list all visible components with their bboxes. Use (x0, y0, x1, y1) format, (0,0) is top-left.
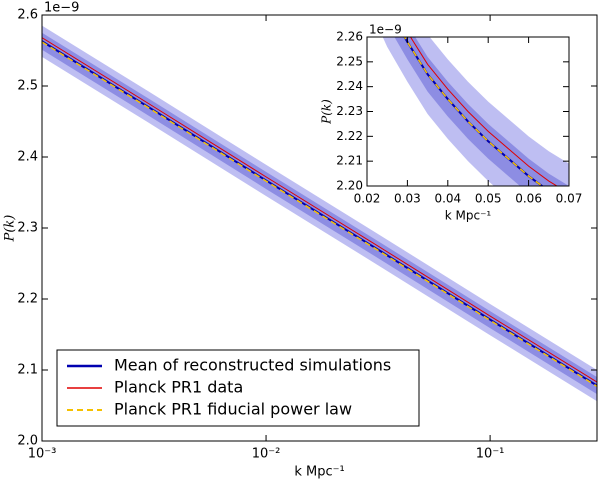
y-tick-label: 2.20 (336, 179, 363, 193)
plot-content (382, 37, 569, 186)
legend-label: Planck PR1 fiducial power law (114, 400, 352, 419)
y-tick-label: 2.22 (336, 129, 363, 143)
series-line (403, 37, 544, 186)
series-line (409, 37, 558, 186)
y-tick-label: 2.1 (17, 363, 38, 378)
y-offset-label: 1e−9 (44, 1, 79, 16)
series-line (42, 41, 597, 387)
x-tick-label: 0.07 (556, 192, 583, 206)
x-axis-label: k Mpc⁻¹ (445, 209, 492, 223)
x-tick-label: 0.04 (434, 192, 461, 206)
series-line (42, 37, 597, 383)
confidence-band (394, 37, 569, 186)
y-tick-label: 2.2 (17, 292, 38, 307)
y-tick-label: 2.25 (336, 54, 363, 68)
x-tick-label: 10⁻³ (28, 447, 57, 462)
x-tick-label: 0.02 (354, 192, 381, 206)
x-axis-label: k Mpc⁻¹ (294, 465, 344, 480)
x-tick-label: 10⁻¹ (476, 447, 505, 462)
plot-1: 0.02 0.03 0.04 0.05 0.06 0.07 2.20 2.21 2.22 2.23… (320, 23, 583, 223)
x-tick-label: 10⁻² (252, 447, 281, 462)
legend: Mean of reconstructed simulations Planck … (56, 349, 420, 427)
legend-label: Planck PR1 data (114, 378, 243, 397)
y-tick-label: 2.4 (17, 150, 38, 165)
y-tick-label: 2.21 (336, 154, 363, 168)
legend-box (56, 349, 420, 427)
y-tick-label: 2.3 (17, 221, 38, 236)
y-tick-label: 2.6 (17, 8, 38, 23)
x-tick-label: 0.05 (475, 192, 502, 206)
y-tick-label: 2.5 (17, 79, 38, 94)
x-tick-label: 0.03 (394, 192, 421, 206)
y-tick-label: 2.24 (336, 79, 363, 93)
plot-content (42, 25, 597, 402)
y-axis-label: P(k) (3, 215, 18, 243)
y-offset-label: 1e−9 (369, 23, 402, 37)
legend-label: Mean of reconstructed simulations (114, 356, 391, 375)
y-axis-label: P(k) (320, 99, 334, 125)
y-tick-label: 2.0 (17, 434, 38, 449)
y-tick-label: 2.26 (336, 30, 363, 44)
y-tick-label: 2.23 (336, 104, 363, 118)
x-tick-label: 0.06 (515, 192, 542, 206)
